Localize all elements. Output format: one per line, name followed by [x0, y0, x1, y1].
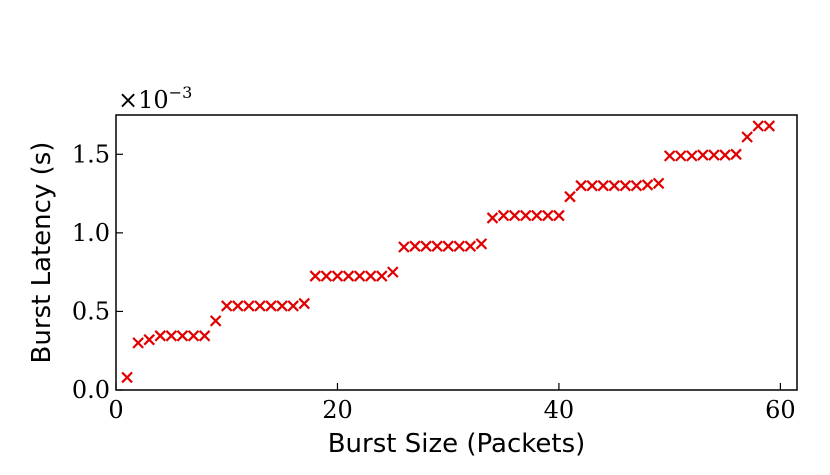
data-point: [298, 297, 311, 310]
data-point: [686, 150, 698, 162]
data-point: [209, 315, 222, 327]
data-point: [763, 120, 776, 132]
y-tick-label: 1.5: [72, 140, 110, 168]
data-point: [586, 179, 598, 192]
data-point: [464, 240, 477, 252]
data-point: [309, 270, 322, 282]
plot-area-frame: [115, 114, 798, 391]
data-point: [641, 179, 654, 191]
data-point: [287, 300, 299, 312]
data-point: [553, 209, 565, 222]
x-tick-label: 0: [108, 396, 123, 424]
y-axis-label: Burst Latency (s): [27, 142, 57, 364]
data-point: [575, 179, 587, 192]
data-point: [254, 300, 266, 312]
data-point: [663, 150, 676, 162]
x-tick-label: 60: [765, 396, 796, 424]
y-axis-ticks: 0.0 0.5 1.0 1.5: [72, 140, 123, 404]
y-multiplier-exponent: −3: [169, 83, 193, 102]
data-point: [364, 270, 377, 282]
data-point: [453, 240, 466, 252]
x-tick-label: 20: [322, 396, 353, 424]
data-point: [320, 270, 333, 282]
y-multiplier-base: ×10: [118, 86, 169, 114]
x-axis-ticks: 0 20 40 60: [108, 383, 796, 424]
data-point: [619, 179, 632, 192]
data-point: [708, 149, 720, 161]
data-point: [387, 266, 399, 278]
data-point: [608, 179, 621, 192]
data-point: [375, 270, 388, 282]
x-axis-label: Burst Size (Packets): [328, 429, 586, 459]
data-point: [719, 149, 731, 161]
y-axis-multiplier: ×10−3: [118, 83, 192, 114]
data-point: [143, 333, 155, 346]
data-points: [121, 120, 776, 384]
data-point: [176, 330, 189, 342]
data-point: [220, 300, 233, 312]
x-tick-label: 40: [544, 396, 575, 424]
data-point: [409, 240, 421, 252]
data-point: [630, 179, 643, 192]
data-point: [276, 300, 288, 312]
data-point: [187, 330, 200, 342]
data-point: [431, 240, 443, 252]
data-point: [198, 330, 211, 342]
data-point: [442, 240, 454, 252]
data-point: [519, 209, 532, 222]
data-point: [420, 240, 432, 252]
data-point: [121, 371, 133, 384]
y-tick-label: 1.0: [72, 219, 110, 247]
data-point: [132, 337, 144, 349]
data-point: [542, 209, 554, 222]
data-point: [331, 270, 344, 282]
data-point: [475, 238, 488, 250]
data-point: [730, 148, 742, 161]
data-point: [154, 330, 167, 342]
data-point: [564, 190, 576, 203]
data-point: [265, 300, 277, 312]
data-point: [398, 241, 410, 253]
data-point: [486, 212, 499, 224]
data-point: [353, 270, 366, 282]
data-point: [342, 270, 355, 282]
data-point: [243, 300, 255, 312]
data-point: [508, 209, 521, 222]
data-point: [674, 150, 687, 162]
y-tick-label: 0.5: [72, 297, 110, 325]
data-point: [497, 209, 510, 222]
data-point: [232, 300, 244, 312]
data-point: [531, 209, 543, 222]
data-point: [652, 177, 665, 190]
data-point: [741, 131, 753, 143]
data-point: [165, 330, 178, 342]
data-point: [697, 149, 709, 161]
y-tick-label: 0.0: [72, 376, 110, 404]
data-point: [752, 120, 765, 132]
data-point: [597, 179, 609, 192]
